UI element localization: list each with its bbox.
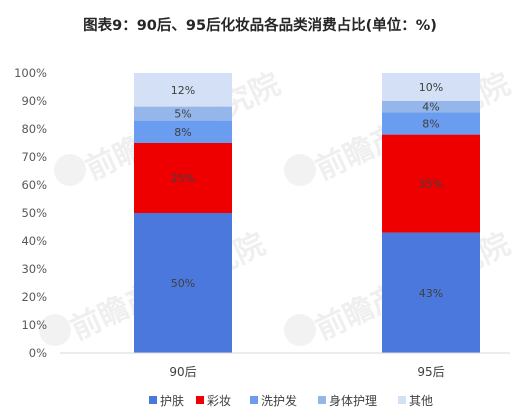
y-tick-label: 50% (21, 206, 47, 220)
y-tick-label: 90% (21, 94, 47, 108)
legend-swatch (398, 396, 406, 404)
legend-swatch (318, 396, 326, 404)
bar-segment (134, 120, 232, 143)
y-axis-ticks: 0% 10% 20% 30% 40% 50% 60% 70% 80% 90% 100% (14, 66, 47, 360)
legend-swatch (250, 396, 258, 404)
data-label: 25% (171, 172, 195, 185)
bar-segment (134, 143, 232, 213)
x-category-label: 95后 (417, 365, 444, 379)
watermark-logo (284, 314, 316, 346)
x-category-label: 90后 (169, 365, 196, 379)
watermark-logo (39, 314, 71, 346)
legend-item-label: 护肤 (160, 393, 184, 408)
bar-segment (134, 213, 232, 353)
y-tick-label: 10% (21, 318, 47, 332)
y-tick-label: 60% (21, 178, 47, 192)
bar-segment (134, 106, 232, 121)
y-tick-label: 40% (21, 234, 47, 248)
bar-segment (382, 101, 480, 113)
y-tick-label: 20% (21, 290, 47, 304)
y-tick-label: 70% (21, 150, 47, 164)
chart-title: 图表9：90后、95后化妆品各品类消费占比(单位：%) (83, 16, 437, 34)
legend-item-label: 其他 (409, 394, 433, 408)
bar-segment (382, 112, 480, 135)
bars (134, 73, 480, 353)
legend: 护肤 彩妆 洗护发 身体护理 其他 (149, 393, 433, 408)
y-tick-label: 0% (29, 346, 47, 360)
y-tick-label: 100% (14, 66, 47, 80)
data-label: 35% (419, 178, 443, 191)
watermark-logo (54, 154, 86, 186)
data-label: 12% (171, 84, 195, 97)
data-label: 5% (174, 108, 191, 121)
data-label: 43% (419, 287, 443, 300)
watermark-logo (284, 154, 316, 186)
y-tick-label: 30% (21, 262, 47, 276)
legend-item-label: 身体护理 (329, 393, 377, 408)
data-label: 4% (422, 101, 439, 114)
data-label: 10% (419, 81, 443, 94)
y-tick-label: 80% (21, 122, 47, 136)
data-label: 8% (422, 117, 439, 130)
legend-item-label: 洗护发 (261, 393, 297, 408)
bar-segment (382, 134, 480, 233)
data-label: 50% (171, 277, 195, 290)
bar-segment (382, 73, 480, 101)
data-label: 8% (174, 126, 191, 139)
data-labels: 50% 25% 8% 5% 12% 43% 35% 8% 4% 10% (171, 81, 443, 300)
legend-item-label: 彩妆 (207, 394, 231, 408)
bar-segment (382, 232, 480, 353)
x-axis-categories: 90后 95后 (169, 365, 444, 379)
legend-swatch (196, 396, 204, 404)
legend-swatch (149, 396, 157, 404)
bar-segment (134, 73, 232, 107)
